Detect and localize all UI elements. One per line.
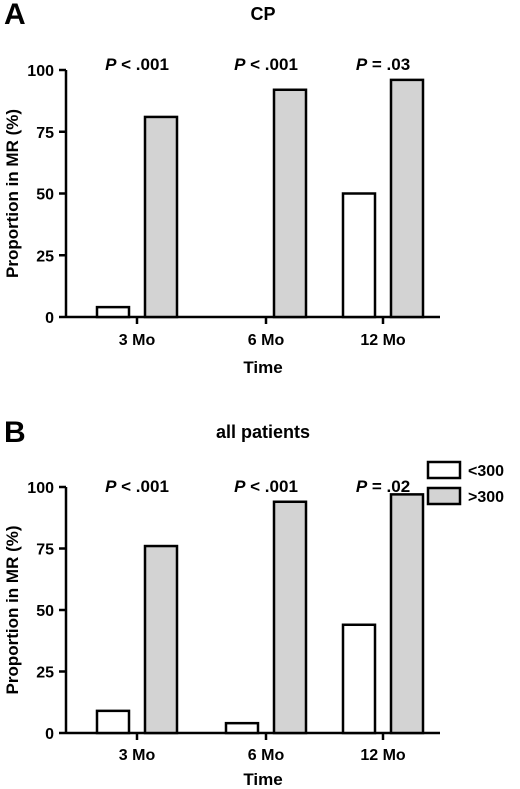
x-tick-label: 3 Mo [119, 332, 156, 349]
x-tick-label: 12 Mo [360, 332, 406, 349]
x-axis-title: Time [243, 358, 282, 377]
panel-letter: B [4, 416, 26, 449]
p-value-letter: P [105, 55, 117, 74]
p-value-annotation: P < .001 [234, 477, 298, 496]
p-value-annotation: P < .001 [105, 477, 169, 496]
bar [143, 115, 179, 319]
y-tick-label: 100 [27, 63, 54, 80]
x-tick-label: 6 Mo [248, 332, 285, 349]
p-value-text: = .02 [367, 477, 410, 496]
p-value-annotation: P < .001 [105, 55, 169, 74]
chart-title: CP [250, 4, 275, 24]
chart-title: all patients [216, 422, 310, 442]
bar [341, 623, 377, 735]
legend-label: <300 [468, 463, 504, 480]
legend-label: >300 [468, 489, 504, 506]
p-value-text: < .001 [245, 55, 297, 74]
p-value-letter: P [105, 477, 117, 496]
p-value-letter: P [234, 55, 246, 74]
p-value-letter: P [356, 477, 368, 496]
x-tick-label: 6 Mo [248, 747, 285, 764]
y-tick-label: 75 [36, 125, 54, 142]
bar [95, 709, 131, 735]
bar [341, 192, 377, 319]
bar [272, 88, 308, 319]
y-axis-title: Proportion in MR (%) [3, 109, 22, 278]
p-value-text: = .03 [367, 55, 410, 74]
p-value-annotation: P = .03 [356, 55, 410, 74]
legend-swatch [426, 460, 462, 480]
x-axis-title: Time [243, 770, 282, 789]
y-tick-label: 50 [36, 603, 54, 620]
bar [95, 305, 131, 319]
y-tick-label: 25 [36, 248, 54, 265]
y-tick-label: 0 [45, 726, 54, 743]
x-tick-label: 3 Mo [119, 747, 156, 764]
bar [272, 500, 308, 735]
x-tick-label: 12 Mo [360, 747, 406, 764]
p-value-letter: P [234, 477, 246, 496]
y-tick-label: 50 [36, 187, 54, 204]
bar [389, 78, 425, 319]
p-value-text: < .001 [245, 477, 297, 496]
p-value-text: < .001 [116, 477, 168, 496]
y-tick-label: 25 [36, 665, 54, 682]
y-axis-title: Proportion in MR (%) [3, 525, 22, 694]
p-value-annotation: P = .02 [356, 477, 410, 496]
bar [143, 544, 179, 735]
bar [224, 721, 260, 735]
panel-letter: A [4, 0, 26, 31]
y-tick-label: 0 [45, 310, 54, 327]
p-value-text: < .001 [116, 55, 168, 74]
p-value-annotation: P < .001 [234, 55, 298, 74]
y-tick-label: 75 [36, 542, 54, 559]
bar [389, 493, 425, 735]
p-value-letter: P [356, 55, 368, 74]
y-tick-label: 100 [27, 480, 54, 497]
panel-a: A CP 0 25 50 75 100 Proportion in MR (%) 3 Mo P <… [3, 0, 440, 377]
legend-swatch [426, 486, 462, 506]
